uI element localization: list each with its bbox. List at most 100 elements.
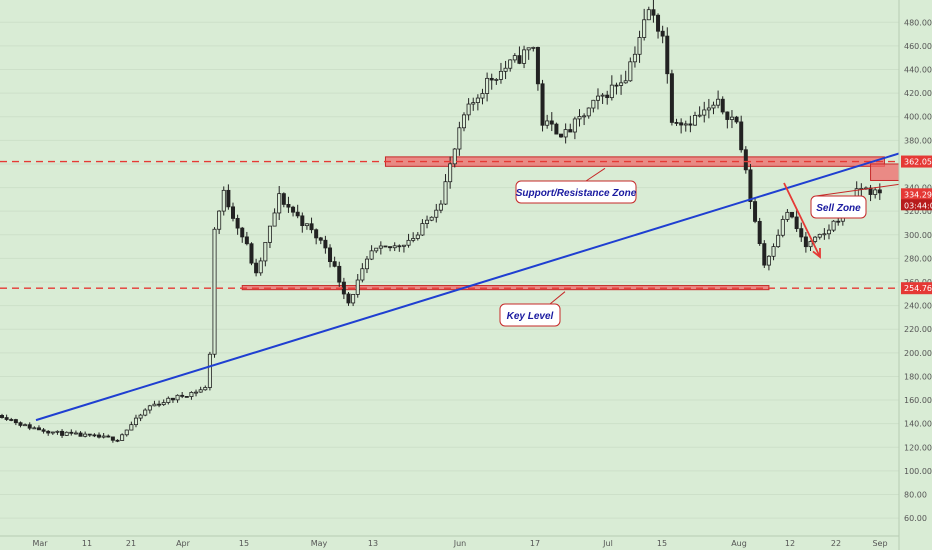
candle-body bbox=[734, 116, 739, 123]
candle-body bbox=[286, 204, 291, 208]
candle-body bbox=[364, 258, 369, 270]
candle-body bbox=[808, 241, 813, 248]
candle-body bbox=[32, 427, 37, 430]
candle-body bbox=[4, 417, 9, 420]
candle-body bbox=[277, 193, 282, 214]
candle-body bbox=[120, 434, 125, 441]
y-tick-label: 340.00 bbox=[904, 184, 932, 193]
candle-body bbox=[776, 234, 781, 248]
candle-body bbox=[415, 234, 420, 239]
candle-body bbox=[739, 121, 744, 151]
candle-body bbox=[272, 212, 277, 227]
candle-body bbox=[411, 238, 416, 241]
y-tick-label: 60.00 bbox=[904, 514, 927, 523]
candle-body bbox=[706, 107, 711, 111]
candle-body bbox=[545, 120, 550, 126]
candle-body bbox=[420, 223, 425, 236]
candle-body bbox=[337, 265, 342, 283]
candle-body bbox=[563, 129, 568, 138]
candle-body bbox=[461, 114, 466, 129]
candle-body bbox=[13, 419, 18, 424]
candle-body bbox=[586, 107, 591, 117]
candle-body bbox=[568, 129, 573, 133]
y-axis-panel bbox=[899, 0, 932, 550]
candle-body bbox=[679, 122, 684, 126]
x-tick-label: 15 bbox=[657, 539, 667, 548]
candle-body bbox=[60, 430, 65, 436]
candle-body bbox=[263, 241, 268, 262]
y-tick-label: 160.00 bbox=[904, 396, 932, 405]
candle-body bbox=[434, 209, 439, 218]
y-tick-label: 140.00 bbox=[904, 420, 932, 429]
y-tick-label: 460.00 bbox=[904, 42, 932, 51]
candle-body bbox=[397, 245, 402, 248]
candle-body bbox=[346, 293, 351, 304]
candle-body bbox=[466, 103, 471, 116]
candle-body bbox=[138, 414, 143, 419]
candle-body bbox=[328, 247, 333, 263]
y-tick-label: 200.00 bbox=[904, 349, 932, 358]
candle-body bbox=[23, 424, 28, 427]
candle-body bbox=[619, 82, 624, 86]
candle-body bbox=[323, 239, 328, 249]
y-tick-label: 100.00 bbox=[904, 467, 932, 476]
candle-body bbox=[475, 97, 480, 104]
candle-body bbox=[771, 246, 776, 257]
candle-body bbox=[221, 189, 226, 212]
candle-body bbox=[508, 59, 513, 69]
last-price-badge-bg bbox=[901, 188, 932, 201]
candle-body bbox=[55, 430, 60, 433]
lines-layer bbox=[0, 148, 912, 422]
candle-body bbox=[813, 236, 818, 242]
candle-body bbox=[591, 99, 596, 109]
last-price-badge: 334.29 bbox=[904, 190, 932, 199]
sell-arrow-head bbox=[812, 247, 821, 259]
price-badges-layer: 362.05 254.76 334.29 03:44:08 bbox=[901, 155, 932, 295]
candle-body bbox=[291, 206, 296, 213]
candle-body bbox=[873, 189, 878, 195]
candle-body bbox=[184, 396, 189, 398]
candle-body bbox=[693, 115, 698, 126]
candle-body bbox=[766, 255, 771, 266]
candle-body bbox=[314, 229, 319, 239]
candle-body bbox=[351, 294, 356, 304]
candle-body bbox=[826, 229, 831, 235]
support-resistance-callout bbox=[515, 180, 637, 204]
candle-body bbox=[64, 431, 69, 436]
candle-body bbox=[600, 94, 605, 97]
candle-body bbox=[803, 236, 808, 248]
candle-body bbox=[152, 403, 157, 407]
y-tick-label: 400.00 bbox=[904, 113, 932, 122]
candle-body bbox=[267, 225, 272, 243]
candle-body bbox=[665, 35, 670, 75]
candle-body bbox=[614, 84, 619, 87]
candle-body bbox=[401, 244, 406, 247]
candle-body bbox=[406, 239, 411, 246]
candle-body bbox=[73, 432, 78, 435]
callout-leader bbox=[815, 181, 913, 197]
candle-body bbox=[309, 223, 314, 231]
candle-body bbox=[799, 228, 804, 238]
candle-body bbox=[101, 435, 106, 438]
candle-body bbox=[97, 434, 102, 438]
y-tick-label: 120.00 bbox=[904, 443, 932, 452]
y-tick-label: 380.00 bbox=[904, 136, 932, 145]
candle-body bbox=[836, 220, 841, 223]
candle-body bbox=[157, 403, 162, 406]
candle-body bbox=[831, 220, 836, 231]
candle-body bbox=[106, 435, 111, 438]
candle-body bbox=[27, 424, 32, 429]
candle-body bbox=[124, 429, 129, 436]
candle-body bbox=[725, 111, 730, 120]
callout-leader bbox=[585, 167, 606, 182]
candle-body bbox=[780, 219, 785, 236]
candle-body bbox=[609, 84, 614, 99]
level-badge: 362.05 bbox=[904, 158, 932, 167]
candle-body bbox=[332, 261, 337, 267]
candle-body bbox=[254, 262, 259, 274]
x-tick-label: Sep bbox=[872, 539, 887, 548]
candle-body bbox=[217, 210, 222, 230]
level-badge-bg bbox=[901, 155, 932, 168]
